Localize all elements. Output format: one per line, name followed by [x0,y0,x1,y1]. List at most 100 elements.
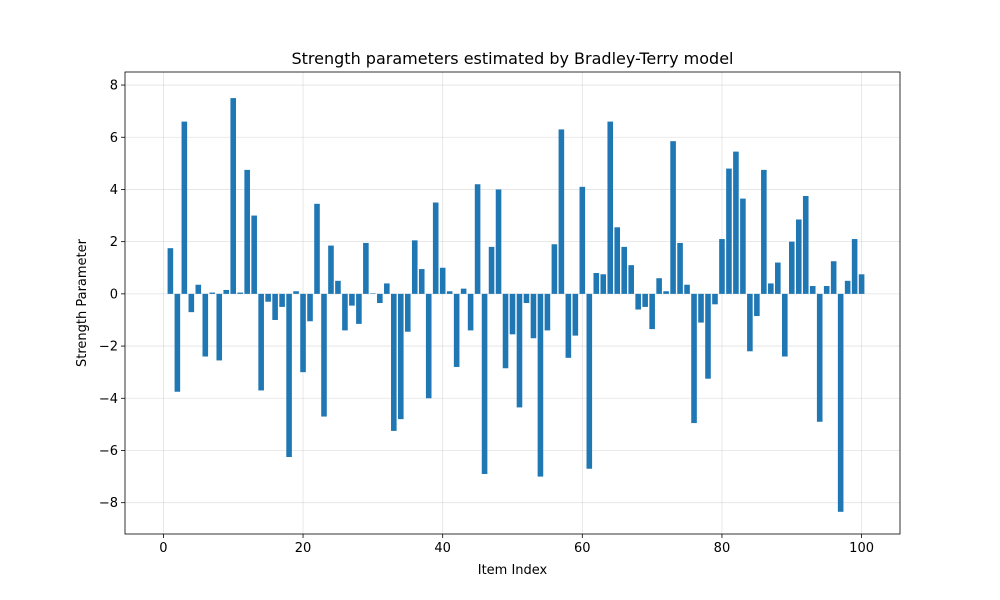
bar-item-94 [816,293,823,422]
bar-item-70 [649,293,655,330]
y-tick-label: −4 [99,392,118,407]
bar-item-34 [397,293,404,420]
bar-item-4 [188,293,195,313]
x-tick-label: 60 [574,541,591,556]
bar-item-85 [754,293,760,317]
axis-ticks: 0 20 40 60 80 100 −8 −6 −4 −2 0 2 4 6 8 [99,79,874,556]
bar-item-3 [181,121,188,294]
bar-item-65 [614,227,621,294]
x-axis-label: Item Index [478,563,548,578]
bar-item-86 [761,169,767,294]
bar-item-73 [670,141,676,294]
y-tick-label: −8 [99,496,118,511]
bar-item-35 [404,293,411,332]
bar-item-11 [237,292,243,294]
x-tick-label: 80 [714,541,731,556]
y-axis-label: Strength Parameter [75,238,90,367]
bar-item-99 [851,239,858,294]
chart-title: Strength parameters estimated by Bradley… [292,49,734,68]
bar-item-51 [516,293,523,408]
bar-item-59 [572,293,579,336]
bar-item-84 [747,293,753,352]
bar-item-56 [551,244,558,294]
bar-item-44 [467,293,474,331]
bar-item-71 [656,278,662,294]
bar-item-66 [621,246,628,294]
bar-item-30 [370,293,376,294]
bar-item-7 [209,292,216,294]
bar-item-5 [195,284,202,294]
bar-item-63 [600,274,607,294]
y-tick-label: 8 [110,79,118,94]
bar-item-46 [481,293,488,474]
bar-item-9 [223,289,230,294]
bar-item-21 [307,293,313,322]
bar-item-38 [425,293,432,399]
bar-item-25 [335,280,341,294]
y-tick-label: −2 [99,340,118,355]
bar-item-27 [349,293,355,306]
bar-item-83 [740,198,746,294]
y-tick-label: −6 [99,444,118,459]
bar-item-29 [363,242,369,294]
bar-item-16 [272,293,278,320]
x-tick-label: 40 [434,541,451,556]
bar-item-88 [775,262,781,294]
bar-item-40 [439,267,446,294]
bar-item-89 [782,293,788,357]
bar-item-72 [663,291,669,294]
plot-frame [124,71,901,535]
bar-item-93 [809,286,816,294]
bar-item-57 [558,129,565,294]
bar-item-78 [705,293,711,379]
bar-item-95 [823,286,830,294]
bar-item-100 [858,274,865,294]
bar-item-91 [795,219,802,294]
bar-item-6 [202,293,209,357]
bar-item-82 [733,151,739,294]
bar-item-53 [530,293,537,339]
bar-item-2 [174,293,181,392]
bar-item-79 [712,293,718,305]
bar-item-75 [684,284,690,294]
bar-item-42 [453,293,460,367]
bar-item-18 [286,293,292,457]
bar-item-41 [446,291,453,294]
bar-item-20 [300,293,306,373]
bar-item-17 [279,293,285,307]
bar-item-92 [802,195,809,294]
bar-item-76 [691,293,697,424]
bar-item-68 [635,293,641,310]
bar-item-67 [628,265,634,294]
bar-item-52 [523,293,530,303]
bar-item-62 [593,272,600,294]
bar-item-19 [293,291,299,294]
y-tick-label: 0 [110,287,118,302]
bar-item-49 [502,293,509,369]
y-tick-label: 2 [110,235,118,250]
bar-item-33 [391,293,397,431]
bar-item-54 [537,293,544,477]
bar-item-31 [377,293,383,303]
bar-item-61 [586,293,593,469]
bar-item-15 [265,293,271,302]
bar-item-96 [830,261,837,294]
bar-item-60 [579,186,586,294]
bar-item-74 [677,242,683,294]
bar-item-24 [328,245,334,294]
bar-item-32 [384,283,390,294]
bar-item-36 [411,240,418,294]
bar-item-1 [167,248,174,294]
bar-item-28 [356,293,362,324]
bar-item-39 [432,202,439,294]
bar-item-23 [321,293,327,417]
bar-item-47 [488,246,495,294]
bar-item-64 [607,121,614,294]
bar-item-69 [642,293,648,307]
x-tick-label: 100 [849,541,874,556]
bar-item-77 [698,293,704,323]
bar-item-90 [788,241,795,294]
bar-item-87 [768,283,774,294]
